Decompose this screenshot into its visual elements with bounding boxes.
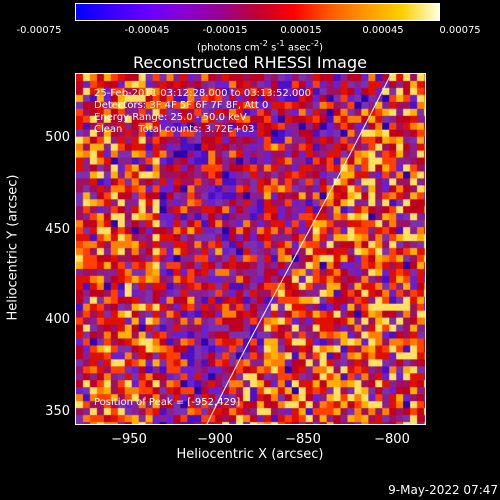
y-axis-label: Heliocentric Y (arcsec) — [5, 174, 21, 321]
rhessi-image-panel — [75, 73, 426, 425]
colorbar — [75, 3, 440, 21]
colorbar-tick: -0.00075 — [16, 25, 62, 36]
info-line: 25-Feb-2011 03:12:28.000 to 03:13:52.000 — [94, 88, 312, 99]
peak-position: Position of Peak = [-952,429] — [94, 397, 241, 408]
x-tick: −800 — [374, 432, 410, 447]
colorbar-units: (photons cm-2 s-1 asec-2) — [196, 38, 324, 54]
limb-overlay — [206, 74, 392, 424]
date-stamp: 9-May-2022 07:47 — [388, 483, 498, 497]
colorbar-tick: 0.00075 — [439, 25, 481, 36]
plot-title: Reconstructed RHESSI Image — [133, 53, 367, 72]
colorbar-tick: 0.00045 — [362, 25, 404, 36]
info-line: Energy Range: 25.0 - 50.0 keV — [94, 112, 247, 123]
y-tick: 350 — [45, 404, 70, 419]
info-line: Clean Total counts: 3.72E+03 — [94, 124, 255, 135]
y-tick: 500 — [45, 130, 70, 145]
colorbar-tick: -0.00015 — [202, 25, 248, 36]
y-tick: 400 — [45, 312, 70, 327]
solar-limb-line — [206, 74, 392, 424]
x-tick: −900 — [197, 432, 233, 447]
x-tick: −950 — [111, 432, 147, 447]
rhessi-image — [76, 74, 425, 424]
x-axis-label: Heliocentric X (arcsec) — [176, 447, 324, 462]
colorbar-tick: 0.00015 — [280, 25, 322, 36]
x-tick: −850 — [285, 432, 321, 447]
y-tick: 450 — [45, 222, 70, 237]
colorbar-tick: -0.00045 — [124, 25, 170, 36]
info-line: Detectors: 3F 4F 5F 6F 7F 8F, Att 0 — [94, 100, 269, 111]
